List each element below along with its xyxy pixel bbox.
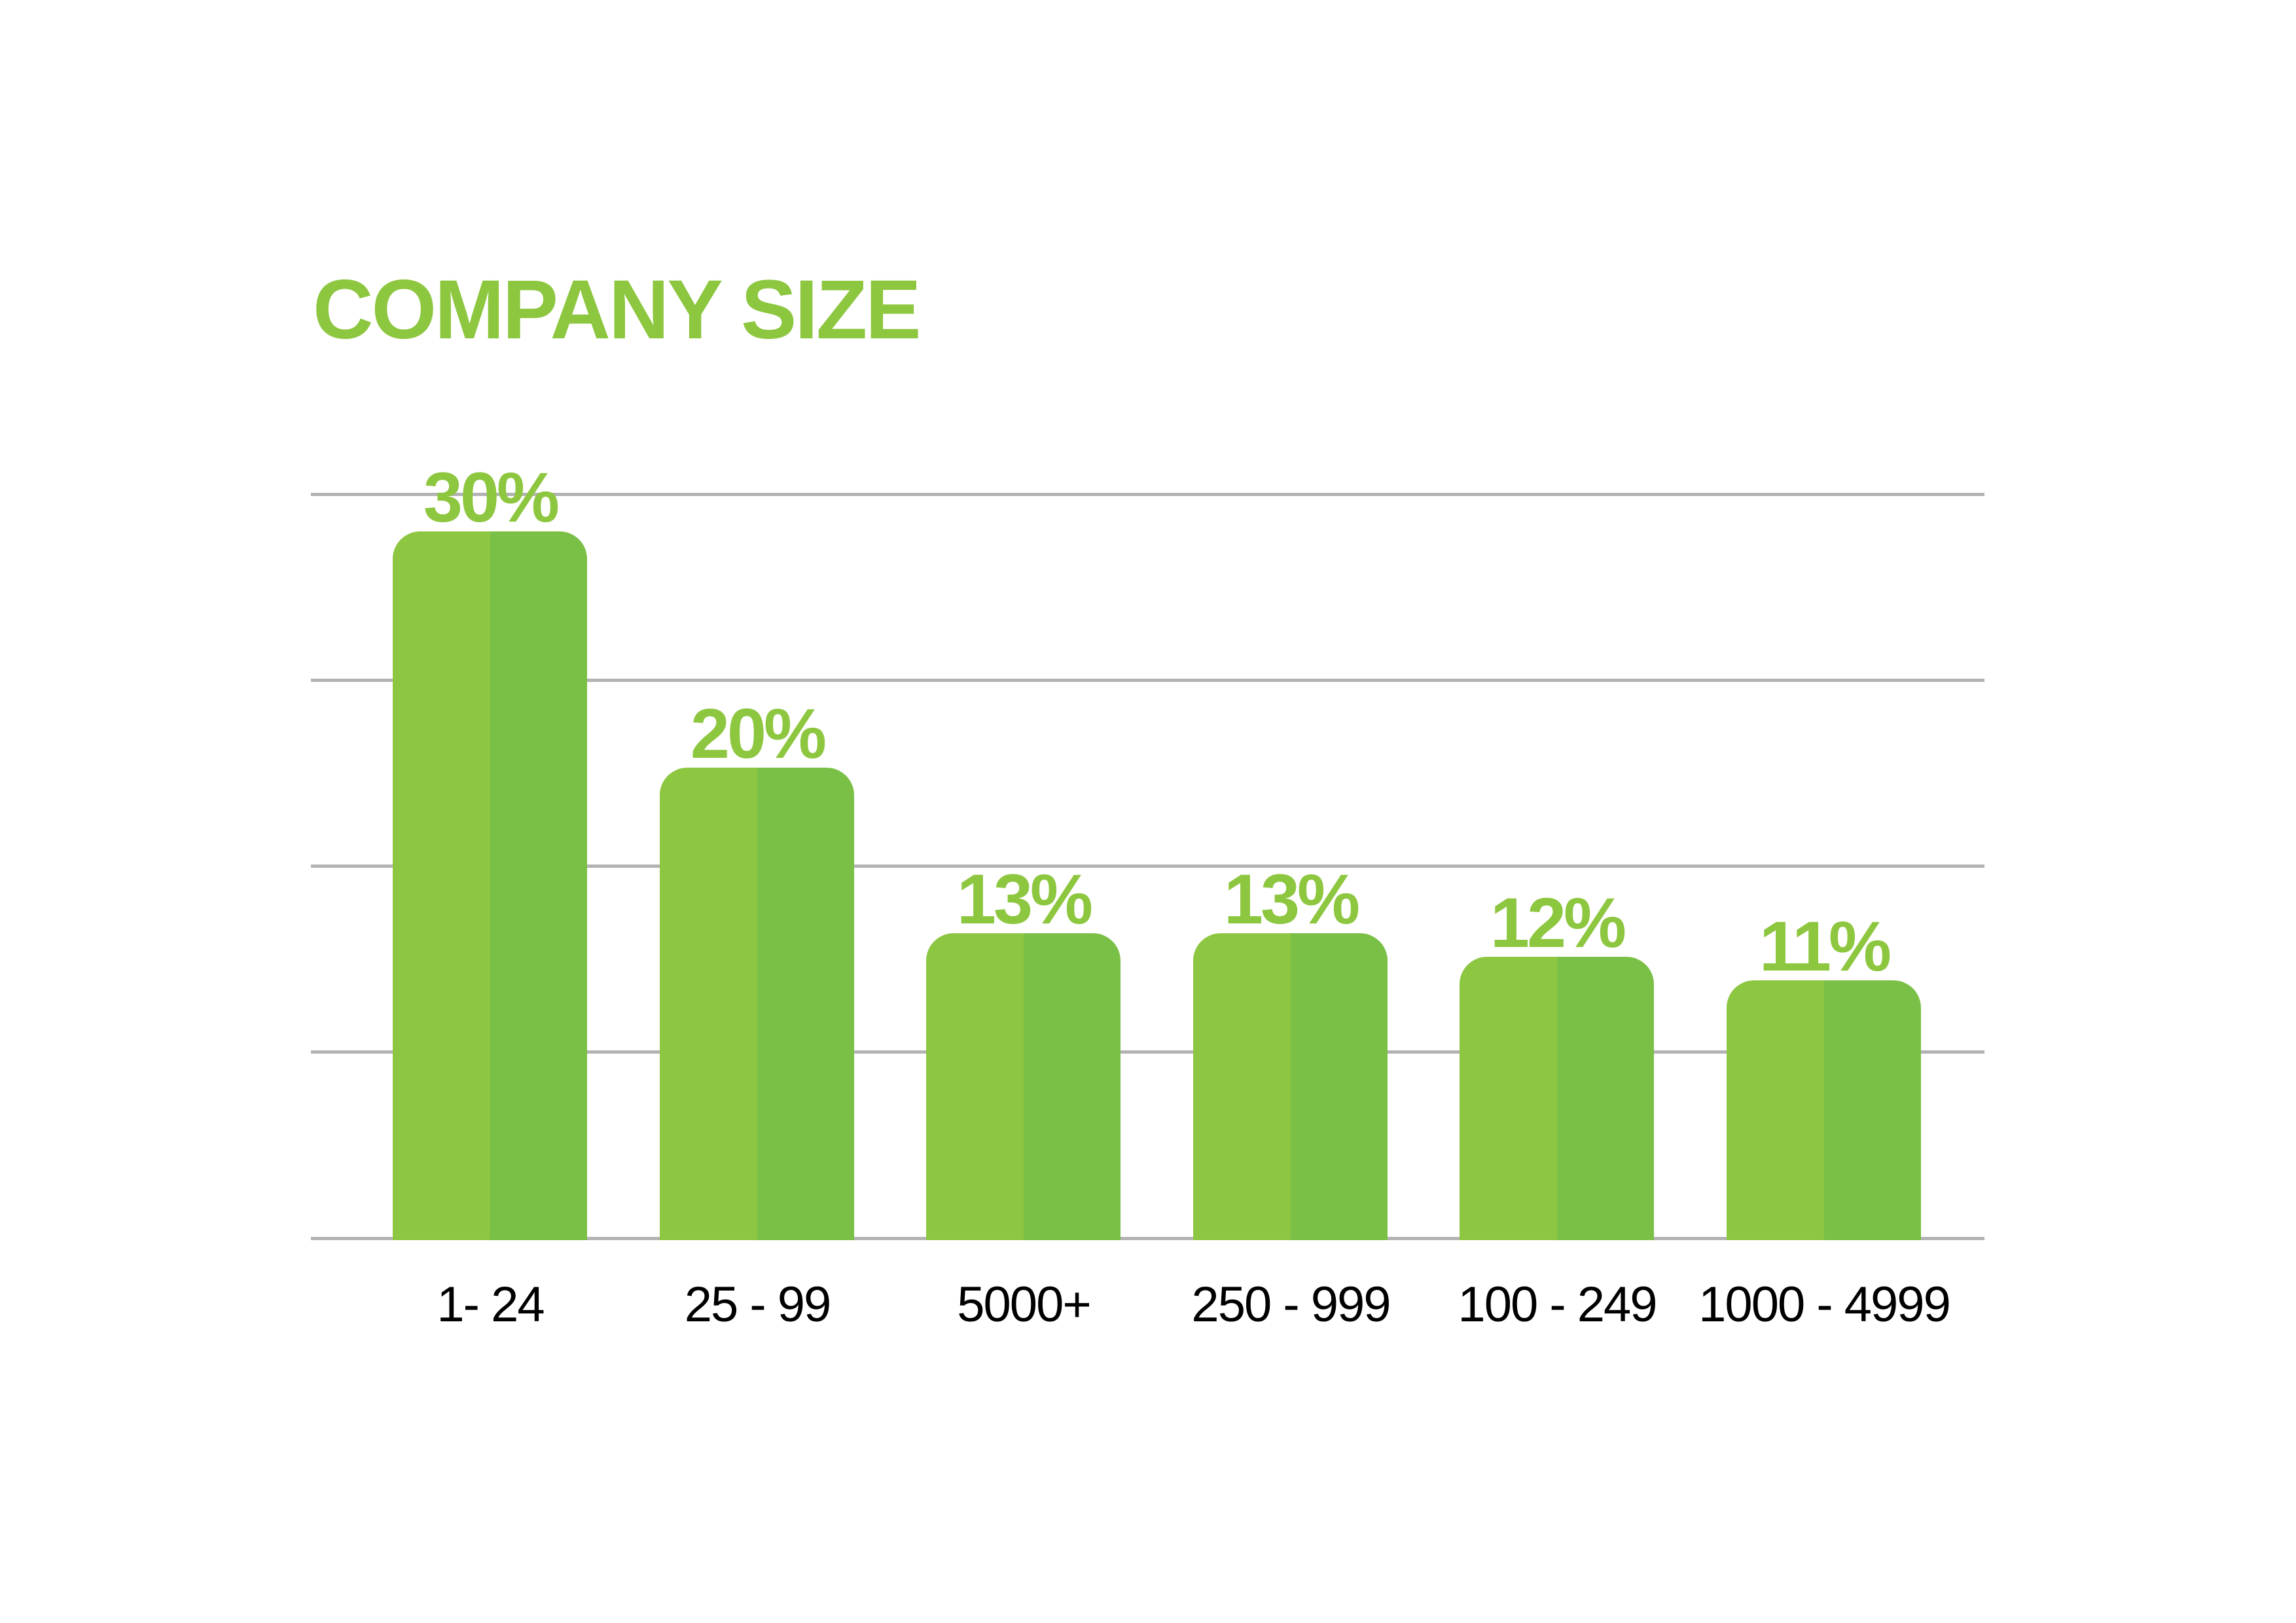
bar-left-half: [1460, 957, 1557, 1240]
value-label: 11%: [1759, 906, 1892, 986]
value-label: 12%: [1490, 883, 1626, 962]
baseline-gridline: [311, 1237, 1984, 1240]
bar-left-half: [660, 768, 757, 1240]
gridline: [311, 865, 1984, 868]
gridline: [311, 1050, 1984, 1054]
category-label: 1000 - 4999: [1698, 1277, 1951, 1332]
bar: [393, 531, 587, 1240]
chart-title: COMPANY SIZE: [313, 263, 921, 357]
category-label: 1- 24: [437, 1277, 545, 1332]
bar-left-half: [1727, 980, 1824, 1240]
bar-left-half: [393, 531, 490, 1240]
bar: [926, 933, 1121, 1240]
bar-right-half: [1823, 980, 1921, 1240]
bar: [1460, 957, 1654, 1240]
bar-left-half: [926, 933, 1024, 1240]
category-label: 25 - 99: [684, 1277, 832, 1332]
category-label: 5000+: [957, 1277, 1091, 1332]
value-label: 13%: [1223, 859, 1360, 938]
bar: [1193, 933, 1388, 1240]
bar: [660, 768, 854, 1240]
bar-left-half: [1193, 933, 1291, 1240]
category-label: 100 - 249: [1458, 1277, 1657, 1332]
bar-right-half: [1023, 933, 1121, 1240]
gridline: [311, 679, 1984, 682]
bar-right-half: [1290, 933, 1388, 1240]
bar-right-half: [490, 531, 587, 1240]
value-label: 20%: [690, 694, 827, 773]
category-label: 250 - 999: [1191, 1277, 1391, 1332]
bar-right-half: [757, 768, 854, 1240]
gridline: [311, 493, 1984, 496]
bar-right-half: [1556, 957, 1654, 1240]
bar: [1727, 980, 1921, 1240]
value-label: 13%: [956, 859, 1093, 938]
plot-area: [311, 0, 1984, 1623]
value-label: 30%: [423, 457, 560, 537]
